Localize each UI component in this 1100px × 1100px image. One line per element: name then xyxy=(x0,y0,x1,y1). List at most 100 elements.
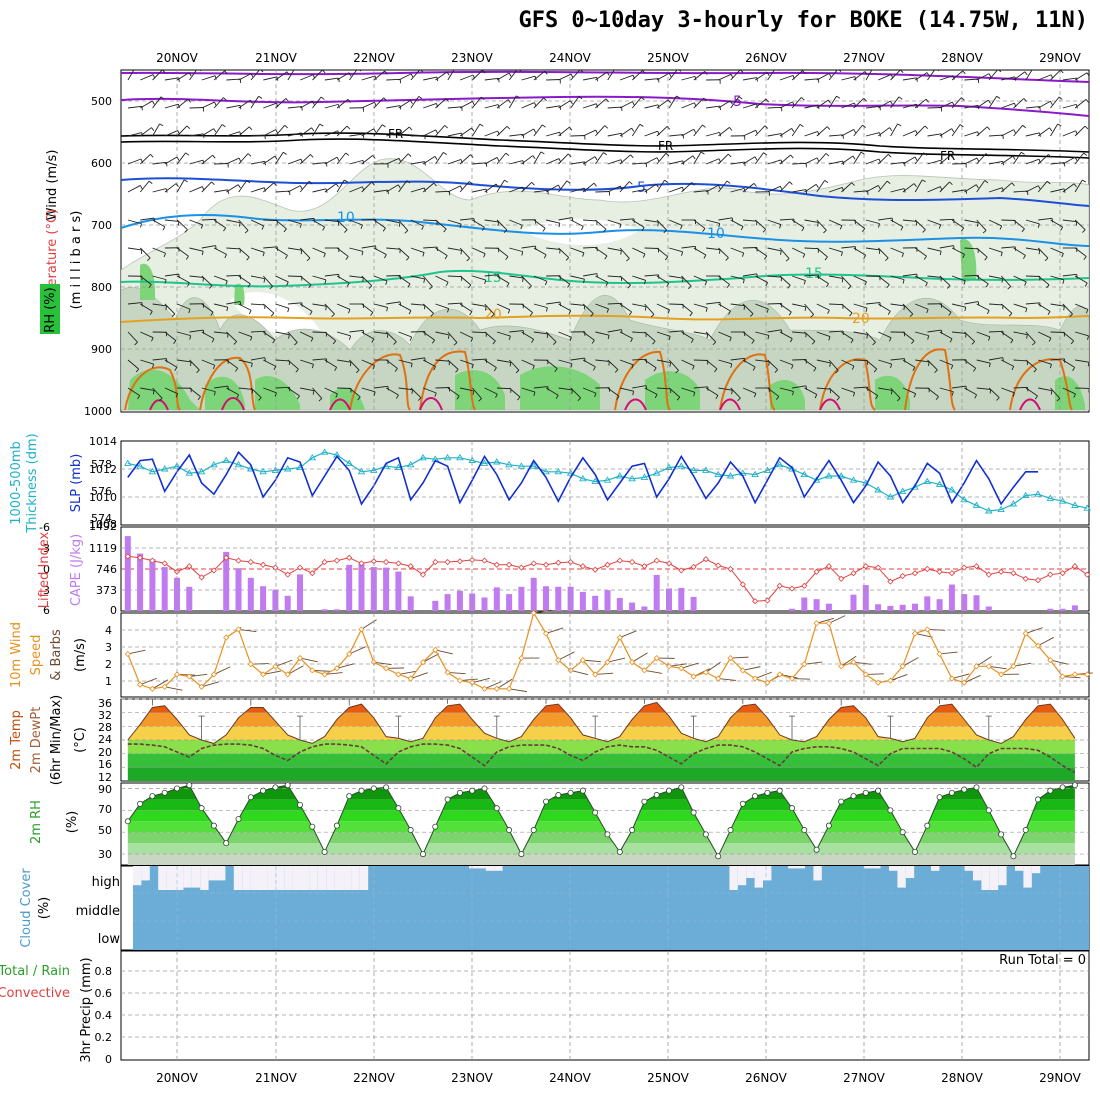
lifted-index-point xyxy=(1084,571,1091,578)
upper-wind-barb xyxy=(718,275,730,285)
upper-wind-barb xyxy=(164,219,179,222)
thickness-line xyxy=(127,451,1088,512)
upper-wind-barb xyxy=(337,359,351,363)
upper-wind-barb xyxy=(644,183,657,193)
upper-wind-barb-feather xyxy=(824,180,829,184)
wind10m-point xyxy=(432,646,439,653)
upper-wind-barb-feather xyxy=(238,222,241,227)
upper-wind-barb xyxy=(287,158,302,165)
high-cloud-gap xyxy=(737,866,747,886)
rh-point xyxy=(924,822,931,829)
upper-wind-barb xyxy=(582,303,594,314)
lifted-index-point xyxy=(518,564,525,571)
upper-wind-barb xyxy=(201,128,214,137)
upper-wind-barb xyxy=(570,275,585,280)
thickness-point xyxy=(185,469,194,476)
upper-wind-barb-feather xyxy=(382,227,386,232)
lifted-index-point xyxy=(137,554,144,561)
upper-wind-barb-feather xyxy=(445,281,449,286)
cape-tick-746: 746 xyxy=(96,563,117,576)
upper-wind-barb-feather xyxy=(148,180,153,184)
upper-wind-barb xyxy=(201,331,215,340)
upper-wind-barb-feather xyxy=(1034,395,1038,400)
upper-wind-barb xyxy=(1074,152,1085,165)
upper-wind-barb-feather xyxy=(1021,228,1025,233)
upper-wind-barb xyxy=(669,330,684,333)
precip-tick-06: 0.6 xyxy=(95,987,113,1000)
lifted-index-point xyxy=(788,585,796,592)
upper-wind-barb xyxy=(976,219,987,231)
upper-wind-barb xyxy=(373,303,388,308)
upper-wind-barb xyxy=(201,218,216,221)
lifted-index-point xyxy=(592,566,599,573)
thickness-point xyxy=(197,467,206,475)
upper-wind-barb xyxy=(275,219,287,230)
upper-wind-barb-feather xyxy=(1022,255,1026,260)
high-cloud-gap xyxy=(477,866,486,869)
upper-wind-barb xyxy=(336,179,345,193)
upper-wind-barb xyxy=(533,70,546,81)
upper-wind-barb xyxy=(398,387,413,391)
upper-wind-barb-feather xyxy=(1061,253,1064,258)
date-label-bottom: 22NOV xyxy=(353,1071,395,1085)
upper-wind-barb xyxy=(890,219,904,228)
upper-wind-barb-feather xyxy=(582,252,585,257)
upper-wind-barb-feather xyxy=(834,370,839,374)
upper-wind-barb xyxy=(632,188,647,193)
upper-wind-barb-feather xyxy=(774,369,778,373)
upper-wind-barb xyxy=(558,247,570,258)
wind10m-barb xyxy=(804,661,823,665)
upper-wind-barb xyxy=(558,387,573,391)
upper-wind-barb xyxy=(484,183,497,193)
upper-wind-barb xyxy=(226,359,238,369)
upper-wind-barb-feather xyxy=(813,367,817,372)
upper-wind-barb-feather xyxy=(374,102,377,107)
upper-wind-barb xyxy=(804,359,817,369)
upper-wind-barb-feather xyxy=(838,70,842,72)
cape-bar xyxy=(1071,605,1078,611)
upper-wind-barb-feather xyxy=(839,225,843,230)
upper-wind-barb xyxy=(988,187,1003,193)
upper-wind-barb xyxy=(792,385,807,389)
rh-point xyxy=(764,789,771,796)
upper-wind-barb-feather xyxy=(731,390,733,395)
upper-wind-barb-feather xyxy=(348,309,351,314)
wind10m-barb xyxy=(570,669,589,676)
temp-tick-24: 24 xyxy=(98,733,112,746)
cape-bar xyxy=(604,590,611,611)
high-cloud-gap xyxy=(334,866,343,890)
thickness-point xyxy=(222,456,230,464)
upper-wind-barb xyxy=(693,386,708,389)
upper-wind-barb xyxy=(730,275,745,280)
thickness-point xyxy=(800,470,809,478)
upper-wind-barb xyxy=(214,189,228,193)
upper-wind-barb-feather xyxy=(504,179,509,183)
upper-wind-barb xyxy=(386,301,401,305)
upper-wind-barb-feather xyxy=(639,123,644,127)
upper-wind-barb xyxy=(459,303,473,313)
upper-wind-barb xyxy=(386,359,398,369)
upper-wind-barb-feather xyxy=(433,366,436,371)
upper-wind-barb xyxy=(583,76,597,81)
upper-wind-barb-feather xyxy=(1047,311,1051,316)
upper-wind-barb xyxy=(792,247,805,255)
upper-wind-barb xyxy=(914,179,923,193)
upper-wind-barb-feather xyxy=(1038,250,1041,255)
upper-wind-barb-feather xyxy=(484,279,487,285)
lifted-index-point xyxy=(629,558,636,566)
ytick-700: 700 xyxy=(91,219,112,232)
upper-wind-barb xyxy=(484,359,497,369)
upper-wind-barb xyxy=(140,331,154,339)
upper-wind-barb xyxy=(164,359,178,368)
upper-wind-barb xyxy=(484,219,499,223)
upper-wind-barb-feather xyxy=(681,251,684,256)
rh-point xyxy=(862,789,869,796)
upper-wind-barb-feather xyxy=(158,397,163,402)
upper-wind-barb xyxy=(988,330,1004,333)
upper-wind-barb xyxy=(1038,331,1052,339)
cape-bar xyxy=(961,594,968,611)
upper-wind-barb-feather xyxy=(766,72,770,76)
upper-wind-barb xyxy=(853,386,868,389)
ylabel-temp-unit: (°C) xyxy=(73,727,88,753)
upper-wind-barb-feather xyxy=(262,252,265,257)
